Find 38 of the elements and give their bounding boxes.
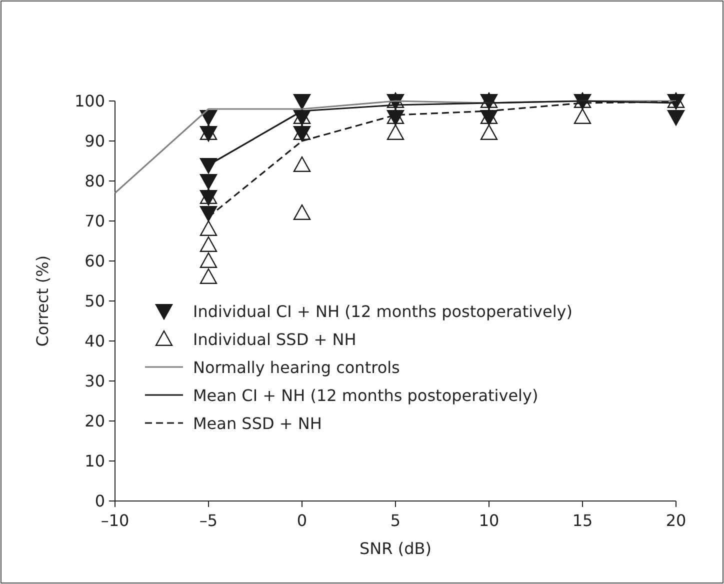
- y-tick-label: 100: [74, 92, 105, 110]
- point: [200, 252, 218, 268]
- point: [200, 220, 218, 236]
- y-tick-label: 20: [84, 412, 105, 430]
- y-tick-label: 50: [84, 292, 105, 310]
- legend-label: Mean CI + NH (12 months postoperatively): [193, 386, 538, 405]
- y-tick-label: 70: [84, 212, 105, 230]
- point: [200, 174, 218, 190]
- y-tick-label: 0: [94, 492, 105, 510]
- legend-label: Normally hearing controls: [193, 358, 400, 377]
- x-tick-label: 0: [296, 511, 308, 530]
- point: [200, 110, 218, 126]
- point: [200, 268, 218, 284]
- y-tick-label: 80: [84, 172, 105, 190]
- y-axis-title: Correct (%): [33, 255, 52, 347]
- x-tick-label: –5: [199, 511, 218, 530]
- y-tick-label: 60: [84, 252, 105, 270]
- point: [293, 204, 311, 220]
- x-tick-label: 20: [666, 511, 686, 530]
- y-tick-label: 10: [84, 452, 105, 470]
- point: [293, 156, 311, 172]
- x-axis-title: SNR (dB): [360, 539, 432, 558]
- point: [200, 158, 218, 174]
- x-tick-label: 10: [478, 511, 500, 530]
- point: [386, 124, 404, 140]
- y-tick-label: 30: [84, 372, 105, 390]
- legend-label: Mean SSD + NH: [193, 414, 322, 433]
- y-tick-label: 90: [84, 132, 105, 150]
- point: [667, 110, 685, 126]
- point: [293, 94, 311, 110]
- legend-label: Individual CI + NH (12 months postoperatively): [193, 302, 573, 321]
- x-tick-label: 15: [572, 511, 593, 530]
- point: [480, 124, 498, 140]
- x-tick-label: 5: [390, 511, 401, 530]
- point: [200, 236, 218, 252]
- x-tick-label: –10: [100, 511, 130, 530]
- legend-label: Individual SSD + NH: [193, 330, 356, 349]
- y-tick-label: 40: [84, 332, 105, 350]
